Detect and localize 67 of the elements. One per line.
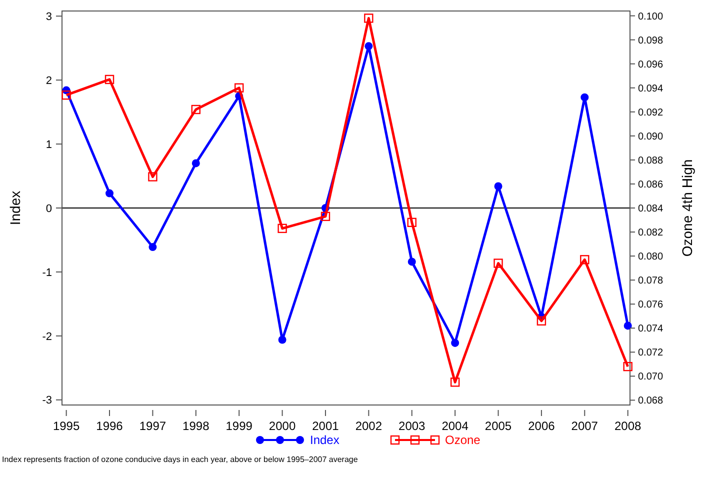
y2-tick-label: 0.070 (638, 372, 664, 383)
text: Index represents fraction of ozone conducive days in each year, above or below 1995–2007 average (2, 455, 358, 464)
y2-tick-label: 0.098 (638, 35, 664, 46)
y2-tick-label: 0.080 (638, 252, 664, 263)
x-tick-label: 1999 (226, 419, 253, 433)
y-tick-label: -1 (42, 266, 52, 279)
x-tick-label: 1997 (139, 419, 166, 433)
point (580, 255, 590, 264)
x-tick-label: 2000 (268, 419, 296, 433)
point (191, 104, 200, 114)
point (407, 218, 416, 228)
point (408, 258, 416, 266)
y2-tick-label: 0.086 (638, 179, 664, 190)
y2-tick-label: 0.084 (638, 204, 664, 214)
point (192, 159, 200, 168)
y-tick-label: 3 (46, 10, 52, 23)
y2-tick-label: 0.090 (638, 131, 664, 142)
point (536, 316, 546, 326)
point (148, 243, 157, 252)
point (62, 90, 71, 100)
x-tick-label: 2007 (571, 419, 598, 433)
y2-axis-title: Ozone 4th High (679, 159, 695, 257)
point (278, 336, 286, 344)
point (148, 172, 158, 182)
y2-tick-label: 0.068 (638, 396, 664, 407)
legend-label: Index (310, 433, 340, 448)
point (624, 322, 632, 330)
y2-tick-label: 0.100 (638, 11, 664, 22)
y-tick-label: 2 (46, 74, 52, 87)
x-tick-label: 2004 (442, 419, 469, 433)
y2-tick-label: 0.072 (638, 348, 664, 359)
point (623, 362, 632, 372)
y-axis-title: Index (7, 190, 23, 226)
point (320, 212, 330, 222)
x-tick-label: 2002 (355, 419, 382, 433)
y2-tick-label: 0.078 (638, 276, 664, 287)
point (451, 338, 460, 347)
y2-tick-label: 0.088 (638, 155, 664, 166)
y2-tick-label: 0.092 (638, 107, 664, 118)
y-tick-label: 0 (46, 202, 52, 215)
point (494, 182, 502, 190)
x-tick-label: 2001 (312, 419, 340, 433)
y-tick-label: -2 (42, 330, 52, 343)
x-tick-label: 1996 (96, 419, 124, 433)
point (106, 189, 114, 198)
point (494, 258, 503, 268)
y-tick-label: 1 (46, 138, 52, 151)
y2-tick-label: 0.074 (638, 324, 664, 335)
x-tick-label: 2008 (614, 419, 642, 433)
x-tick-label: 1998 (182, 419, 210, 433)
point (364, 42, 373, 50)
y2-tick-label: 0.082 (638, 228, 664, 239)
point (278, 224, 287, 234)
y2-tick-label: 0.094 (638, 83, 664, 94)
x-tick-label: 2006 (528, 419, 556, 433)
x-tick-label: 1995 (52, 419, 80, 433)
x-tick-label: 2005 (484, 419, 512, 433)
y-tick-label: -3 (42, 394, 52, 407)
x-tick-label: 2003 (398, 419, 426, 433)
legend-label: Ozone (445, 433, 481, 448)
point (104, 74, 114, 84)
y2-tick-label: 0.076 (638, 300, 664, 311)
point (450, 378, 460, 387)
point (580, 93, 589, 102)
y2-tick-label: 0.096 (638, 59, 664, 70)
point (234, 83, 244, 92)
point (364, 14, 374, 23)
